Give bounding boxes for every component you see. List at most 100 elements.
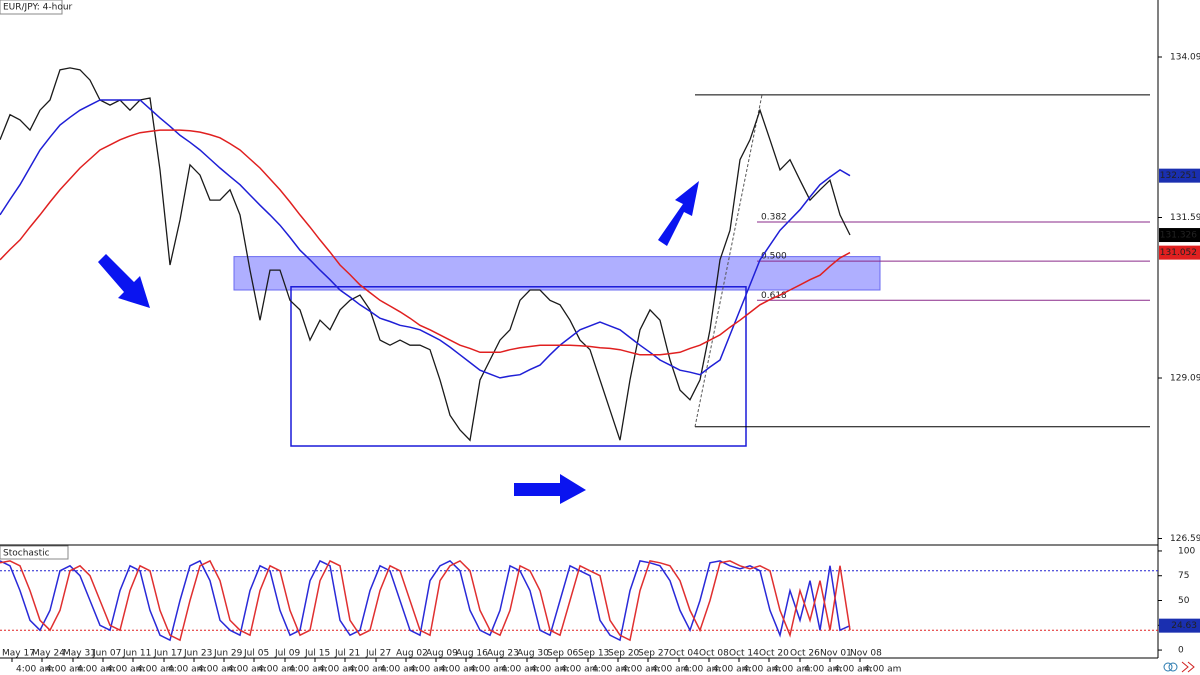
x-sublabel: 4:00 am — [561, 665, 598, 675]
x-tick-label: Aug 02 — [396, 649, 428, 659]
series-line — [0, 129, 851, 356]
x-sublabel: 4:00 am — [743, 665, 780, 675]
x-tick-label: Jun 07 — [92, 649, 121, 659]
x-sublabel: 4:00 am — [228, 665, 265, 675]
x-tick-label: Oct 04 — [669, 649, 699, 659]
y-tick-label: 50 — [1178, 596, 1190, 606]
x-tick-label: May 24 — [32, 649, 65, 659]
y-tick-label: 134.099 — [1170, 53, 1200, 63]
x-sublabel: 4:00 am — [410, 665, 447, 675]
x-tick-label: Jul 09 — [274, 649, 300, 659]
x-tick-label: Oct 14 — [729, 649, 759, 659]
side-arrow — [514, 474, 586, 504]
x-sublabel: 4:00 am — [440, 665, 477, 675]
x-tick-label: Jul 27 — [365, 649, 391, 659]
x-sublabel: 4:00 am — [470, 665, 507, 675]
x-sublabel: 4:00 am — [258, 665, 295, 675]
x-tick-label: Jul 15 — [304, 649, 330, 659]
x-tick-label: May 31 — [63, 649, 96, 659]
x-sublabel: 4:00 am — [683, 665, 720, 675]
price-label-box — [1159, 168, 1200, 183]
x-tick-label: Sep 06 — [547, 649, 579, 659]
x-tick-label: Jun 23 — [183, 649, 212, 659]
price-label: 132.251 — [1160, 171, 1197, 181]
indicator-title: Stochastic — [3, 549, 50, 559]
x-tick-label: Aug 16 — [456, 649, 488, 659]
x-sublabel: 4:00 am — [319, 665, 356, 675]
x-tick-label: Jul 21 — [334, 649, 360, 659]
y-tick-label: 126.599 — [1170, 534, 1200, 544]
x-tick-label: Sep 20 — [608, 649, 640, 659]
x-sublabel: 4:00 am — [501, 665, 538, 675]
y-tick-label: 129.099 — [1170, 374, 1200, 384]
x-sublabel: 4:00 am — [804, 665, 841, 675]
x-sublabel: 4:00 am — [349, 665, 386, 675]
series-line — [0, 559, 851, 642]
resistance-zone — [233, 256, 881, 291]
fib-label: 0.500 — [761, 252, 787, 262]
fib-trend — [694, 94, 763, 427]
price-label: 131.052 — [1160, 248, 1197, 258]
fib-label: 0.618 — [761, 291, 787, 301]
x-tick-label: Sep 27 — [638, 649, 669, 659]
x-sublabel: 4:00 am — [77, 665, 114, 675]
x-tick-label: Oct 08 — [699, 649, 729, 659]
x-tick-label: Jun 29 — [213, 649, 243, 659]
series-line — [0, 559, 851, 642]
x-tick-label: Jul 05 — [243, 649, 269, 659]
x-sublabel: 4:00 am — [46, 665, 83, 675]
x-sublabel: 4:00 am — [168, 665, 205, 675]
title-box — [0, 0, 63, 15]
x-tick-label: Sep 13 — [578, 649, 609, 659]
x-sublabel: 4:00 am — [107, 665, 144, 675]
scroll-icon[interactable] — [1181, 661, 1195, 673]
x-tick-label: Oct 26 — [790, 649, 820, 659]
price-label: 24.63 — [1171, 621, 1197, 631]
x-sublabel: 4:00 am — [380, 665, 417, 675]
x-sublabel: 4:00 am — [289, 665, 326, 675]
chart-title: EUR/JPY: 4-hour — [3, 3, 73, 13]
price-label-box — [1159, 618, 1200, 633]
x-sublabel: 4:00 am — [652, 665, 689, 675]
x-sublabel: 4:00 am — [137, 665, 174, 675]
x-sublabel: 4:00 am — [622, 665, 659, 675]
y-tick-label: 75 — [1178, 571, 1189, 581]
indicator-title-box — [0, 545, 69, 560]
fib-label: 0.382 — [761, 212, 787, 222]
x-tick-label: Oct 20 — [759, 649, 789, 659]
x-sublabel: 4:00 am — [198, 665, 235, 675]
x-sublabel: 4:00 am — [834, 665, 871, 675]
x-sublabel: 4:00 am — [773, 665, 810, 675]
series-line — [0, 99, 851, 379]
x-tick-label: Aug 23 — [487, 649, 519, 659]
x-tick-label: Nov 01 — [820, 649, 852, 659]
x-sublabel: 4:00 am — [531, 665, 568, 675]
series-line — [0, 67, 851, 442]
x-tick-label: Aug 09 — [426, 649, 458, 659]
x-sublabel: 4:00 am — [713, 665, 750, 675]
x-sublabel: 4:00 am — [16, 665, 53, 675]
toolbar-icons[interactable] — [1163, 661, 1195, 673]
y-tick-label: 100 — [1178, 546, 1195, 556]
price-label-box — [1159, 245, 1200, 260]
up-arrow — [658, 181, 699, 246]
trend-arrows — [98, 181, 699, 504]
x-tick-label: Nov 08 — [850, 649, 882, 659]
plot: 126.599 129.099 131.599 134.099 May 17 4:00 a… — [0, 53, 1200, 675]
price-label: 131.326 — [1160, 231, 1197, 241]
link-icon[interactable] — [1163, 662, 1173, 672]
link-icon[interactable] — [1168, 662, 1178, 672]
x-tick-label: Aug 30 — [517, 649, 549, 659]
x-sublabel: 4:00 am — [592, 665, 629, 675]
down-arrow — [98, 254, 150, 308]
range-box — [290, 286, 747, 447]
y-tick-label: 0 — [1178, 646, 1184, 656]
x-tick-label: May 17 — [2, 649, 35, 659]
x-sublabel: 4:00 am — [864, 665, 901, 675]
x-tick-label: Jun 11 — [122, 649, 151, 659]
x-tick-label: Jun 17 — [153, 649, 182, 659]
y-tick-label: 131.599 — [1170, 213, 1200, 223]
price-label-box — [1159, 228, 1200, 243]
